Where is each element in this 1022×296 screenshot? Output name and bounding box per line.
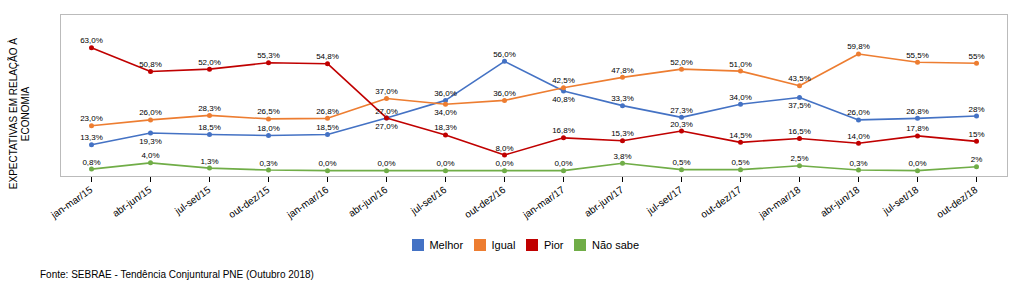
svg-text:jul-set/15: jul-set/15	[172, 184, 213, 217]
svg-text:1,3%: 1,3%	[200, 157, 218, 166]
svg-text:37,5%: 37,5%	[788, 101, 811, 110]
svg-text:0,3%: 0,3%	[259, 159, 277, 168]
svg-text:55%: 55%	[968, 52, 984, 61]
svg-text:0,8%: 0,8%	[82, 158, 100, 167]
svg-text:abr-jun/15: abr-jun/15	[110, 184, 154, 219]
svg-text:34,0%: 34,0%	[729, 93, 752, 102]
svg-text:59,8%: 59,8%	[847, 42, 870, 51]
svg-text:14,5%: 14,5%	[729, 131, 752, 140]
svg-text:0,0%: 0,0%	[318, 159, 336, 168]
svg-text:jan-mar/17: jan-mar/17	[520, 184, 567, 221]
svg-text:19,3%: 19,3%	[139, 137, 162, 146]
svg-text:26,8%: 26,8%	[906, 107, 929, 116]
svg-text:26,5%: 26,5%	[257, 107, 280, 116]
svg-text:17,8%: 17,8%	[906, 124, 929, 133]
svg-text:27,0%: 27,0%	[375, 107, 398, 116]
html-text:Igual: Igual	[491, 238, 516, 251]
svg-text:27,0%: 27,0%	[375, 122, 398, 131]
html-text:EXPECTATIVAS EM RELAÇÃO À ECON: EXPECTATIVAS EM RELAÇÃO À ECONOMIA	[8, 38, 31, 190]
svg-text:13,3%: 13,3%	[80, 133, 103, 142]
svg-text:2%: 2%	[971, 155, 983, 164]
svg-text:37,0%: 37,0%	[375, 87, 398, 96]
html-text:Fonte: SEBRAE - Tendência Conj: Fonte: SEBRAE - Tendência Conjuntural PN…	[40, 268, 314, 280]
svg-text:28%: 28%	[968, 105, 984, 114]
svg-text:52,0%: 52,0%	[198, 58, 221, 67]
svg-text:abr-jun/17: abr-jun/17	[582, 184, 626, 219]
svg-text:8,0%: 8,0%	[495, 144, 513, 153]
svg-text:54,8%: 54,8%	[316, 52, 339, 61]
svg-text:abr-jun/18: abr-jun/18	[818, 184, 862, 219]
svg-text:26,0%: 26,0%	[847, 108, 870, 117]
svg-text:18,3%: 18,3%	[434, 123, 457, 132]
svg-text:out-dez/16: out-dez/16	[462, 184, 507, 220]
svg-text:26,0%: 26,0%	[139, 108, 162, 117]
svg-text:63,0%: 63,0%	[80, 36, 103, 45]
html-text:Não sabe: Não sabe	[592, 238, 640, 251]
svg-text:23,0%: 23,0%	[80, 114, 103, 123]
svg-text:0,5%: 0,5%	[731, 158, 749, 167]
svg-text:52,0%: 52,0%	[670, 58, 693, 67]
svg-text:jul-set/18: jul-set/18	[880, 184, 921, 217]
svg-text:0,0%: 0,0%	[908, 159, 926, 168]
svg-text:out-dez/17: out-dez/17	[698, 184, 743, 220]
svg-text:0,3%: 0,3%	[849, 159, 867, 168]
svg-text:18,0%: 18,0%	[257, 124, 280, 133]
svg-text:56,0%: 56,0%	[493, 50, 516, 59]
svg-text:abr-jun/16: abr-jun/16	[346, 184, 390, 219]
svg-text:36,0%: 36,0%	[493, 89, 516, 98]
svg-text:42,5%: 42,5%	[552, 76, 575, 85]
svg-text:0,5%: 0,5%	[672, 158, 690, 167]
svg-text:0,0%: 0,0%	[436, 159, 454, 168]
svg-text:2,5%: 2,5%	[790, 154, 808, 163]
svg-text:36,0%: 36,0%	[434, 89, 457, 98]
svg-text:15,3%: 15,3%	[611, 129, 634, 138]
svg-text:27,3%: 27,3%	[670, 106, 693, 115]
svg-text:jan-mar/18: jan-mar/18	[756, 184, 803, 221]
svg-text:14,0%: 14,0%	[847, 132, 870, 141]
svg-text:55,5%: 55,5%	[906, 51, 929, 60]
svg-text:50,8%: 50,8%	[139, 60, 162, 69]
svg-text:55,3%: 55,3%	[257, 51, 280, 60]
svg-text:34,0%: 34,0%	[434, 108, 457, 117]
svg-text:20,3%: 20,3%	[670, 120, 693, 129]
svg-text:28,3%: 28,3%	[198, 104, 221, 113]
svg-text:jan-mar/15: jan-mar/15	[48, 184, 95, 221]
svg-text:15%: 15%	[968, 130, 984, 139]
svg-text:jul-set/17: jul-set/17	[644, 184, 685, 217]
svg-text:0,0%: 0,0%	[554, 159, 572, 168]
svg-text:0,0%: 0,0%	[377, 159, 395, 168]
svg-text:16,8%: 16,8%	[552, 126, 575, 135]
svg-text:26,8%: 26,8%	[316, 107, 339, 116]
svg-text:out-dez/15: out-dez/15	[226, 184, 271, 220]
svg-text:47,8%: 47,8%	[611, 66, 634, 75]
svg-text:3,8%: 3,8%	[613, 152, 631, 161]
svg-text:51,0%: 51,0%	[729, 60, 752, 69]
svg-text:40,8%: 40,8%	[552, 95, 575, 104]
svg-text:33,3%: 33,3%	[611, 94, 634, 103]
html-text:Pior: Pior	[543, 238, 564, 251]
svg-text:out-dez/18: out-dez/18	[934, 184, 979, 220]
html-text:Melhor: Melhor	[429, 238, 463, 251]
svg-text:18,5%: 18,5%	[198, 123, 221, 132]
svg-text:18,5%: 18,5%	[316, 123, 339, 132]
svg-text:jan-mar/16: jan-mar/16	[284, 184, 331, 221]
svg-text:43,5%: 43,5%	[788, 74, 811, 83]
svg-text:4,0%: 4,0%	[141, 151, 159, 160]
svg-text:jul-set/16: jul-set/16	[408, 184, 449, 217]
svg-text:16,5%: 16,5%	[788, 127, 811, 136]
svg-text:0,0%: 0,0%	[495, 159, 513, 168]
